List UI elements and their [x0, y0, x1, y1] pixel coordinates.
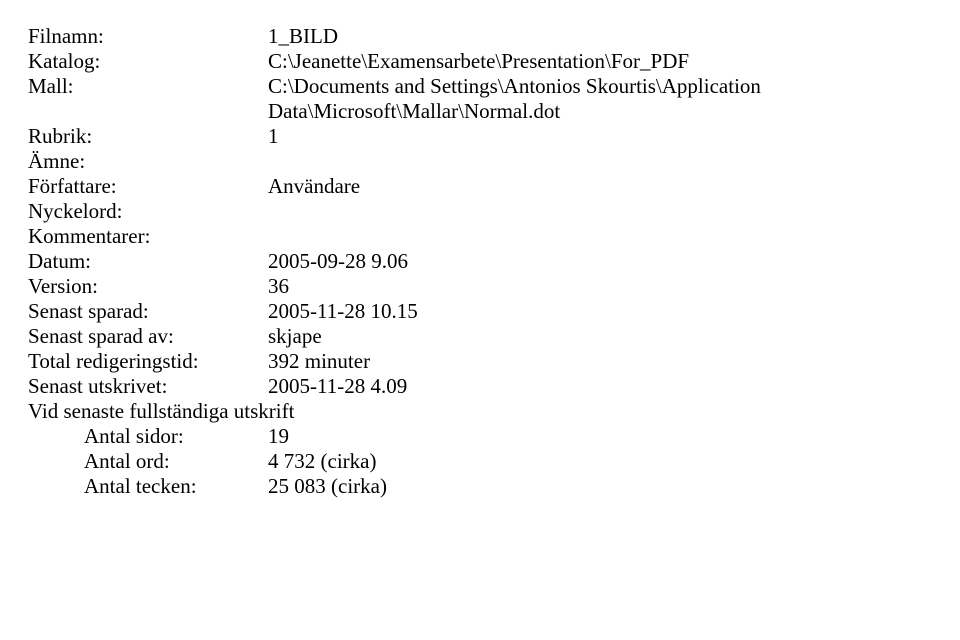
property-label: Antal tecken:: [28, 474, 268, 499]
property-value: 19: [268, 424, 932, 449]
property-value: 2005-11-28 10.15: [268, 299, 932, 324]
property-value: 2005-11-28 4.09: [268, 374, 932, 399]
section-heading-text: Vid senaste fullständiga utskrift: [28, 399, 294, 424]
property-value: 4 732 (cirka): [268, 449, 932, 474]
property-value: 1_BILD: [268, 24, 932, 49]
property-row: Katalog: C:\Jeanette\Examensarbete\Prese…: [28, 49, 932, 74]
property-row: Filnamn: 1_BILD: [28, 24, 932, 49]
property-value: [268, 199, 932, 224]
property-label: Antal ord:: [28, 449, 268, 474]
property-label: Senast sparad:: [28, 299, 268, 324]
property-row-indented: Antal tecken: 25 083 (cirka): [28, 474, 932, 499]
property-row: Senast utskrivet: 2005-11-28 4.09: [28, 374, 932, 399]
section-heading: Vid senaste fullständiga utskrift: [28, 399, 932, 424]
property-row: Ämne:: [28, 149, 932, 174]
property-label: Rubrik:: [28, 124, 268, 149]
property-row: Författare: Användare: [28, 174, 932, 199]
property-value: 25 083 (cirka): [268, 474, 932, 499]
property-label: Filnamn:: [28, 24, 268, 49]
property-row: Senast sparad: 2005-11-28 10.15: [28, 299, 932, 324]
property-label: Senast utskrivet:: [28, 374, 268, 399]
property-value: C:\Documents and Settings\Antonios Skour…: [268, 74, 932, 124]
property-value: 2005-09-28 9.06: [268, 249, 932, 274]
property-row: Mall: C:\Documents and Settings\Antonios…: [28, 74, 932, 124]
property-value: C:\Jeanette\Examensarbete\Presentation\F…: [268, 49, 932, 74]
property-label: Senast sparad av:: [28, 324, 268, 349]
property-row: Rubrik: 1: [28, 124, 932, 149]
property-value: skjape: [268, 324, 932, 349]
property-value: [268, 149, 932, 174]
document-properties: Filnamn: 1_BILD Katalog: C:\Jeanette\Exa…: [0, 0, 960, 523]
property-label: Nyckelord:: [28, 199, 268, 224]
property-row: Senast sparad av: skjape: [28, 324, 932, 349]
property-value: 392 minuter: [268, 349, 932, 374]
property-row: Datum: 2005-09-28 9.06: [28, 249, 932, 274]
property-value: Användare: [268, 174, 932, 199]
property-label: Total redigeringstid:: [28, 349, 268, 374]
property-label: Version:: [28, 274, 268, 299]
property-value: [268, 224, 932, 249]
property-row-indented: Antal sidor: 19: [28, 424, 932, 449]
property-row: Kommentarer:: [28, 224, 932, 249]
property-label: Antal sidor:: [28, 424, 268, 449]
property-value: 1: [268, 124, 932, 149]
property-row: Total redigeringstid: 392 minuter: [28, 349, 932, 374]
property-row: Nyckelord:: [28, 199, 932, 224]
property-row-indented: Antal ord: 4 732 (cirka): [28, 449, 932, 474]
property-value: 36: [268, 274, 932, 299]
property-label: Författare:: [28, 174, 268, 199]
property-label: Katalog:: [28, 49, 268, 74]
property-label: Ämne:: [28, 149, 268, 174]
property-label: Kommentarer:: [28, 224, 268, 249]
property-label: Datum:: [28, 249, 268, 274]
property-row: Version: 36: [28, 274, 932, 299]
property-label: Mall:: [28, 74, 268, 124]
